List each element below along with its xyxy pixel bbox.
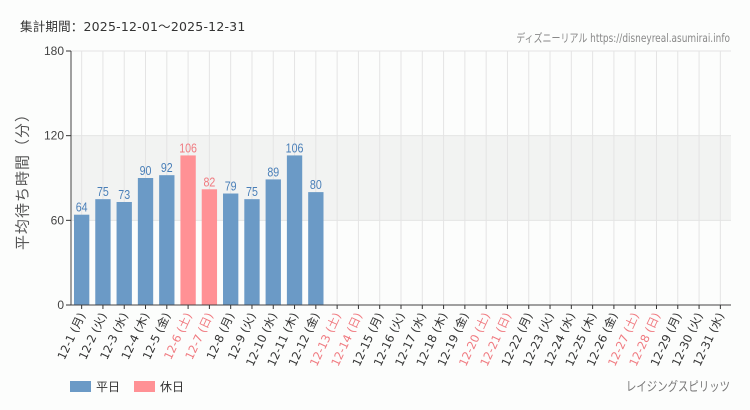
bar-value-label: 75 [246,184,258,199]
bar[interactable] [73,214,90,305]
y-tick-label: 120 [44,129,64,143]
bar[interactable] [180,155,196,305]
legend-item-weekday[interactable]: 平日 [70,378,120,395]
bar[interactable] [116,201,132,305]
holiday-swatch-icon [134,381,156,392]
legend: 平日 休日 [70,378,184,395]
bar-value-label: 75 [97,184,109,199]
bar-value-label: 79 [225,178,237,193]
legend-label-holiday: 休日 [160,380,185,394]
bar-value-label: 80 [310,177,322,192]
bar[interactable] [159,175,175,305]
aggregation-period: 集計期間：2025-12-01～2025-12-31 [20,19,246,34]
bar[interactable] [137,178,154,305]
bar[interactable] [308,192,324,305]
bar[interactable] [265,179,281,305]
bar-value-label: 89 [267,164,279,179]
legend-label-weekday: 平日 [96,380,121,394]
bar-value-label: 82 [203,174,215,189]
bar-value-label: 106 [286,140,304,155]
bar-value-label: 92 [161,160,173,175]
legend-item-holiday[interactable]: 休日 [134,378,184,395]
site-credit: ディズニーリアル https://disneyreal.asumirai.inf… [516,31,730,45]
bar[interactable] [95,199,111,305]
bar-value-label: 73 [118,187,130,202]
bar[interactable] [286,155,303,305]
y-tick-label: 60 [51,213,65,227]
bar[interactable] [223,193,239,305]
y-tick-label: 180 [44,44,64,58]
bar[interactable] [201,189,218,305]
weekday-swatch-icon [70,381,91,392]
bar[interactable] [244,199,260,305]
bar-value-label: 64 [76,200,88,215]
attraction-name: レイジングスピリッツ [625,380,730,395]
bar-value-label: 106 [179,140,197,155]
y-tick-label: 0 [57,298,64,312]
bar-value-label: 90 [140,163,152,178]
